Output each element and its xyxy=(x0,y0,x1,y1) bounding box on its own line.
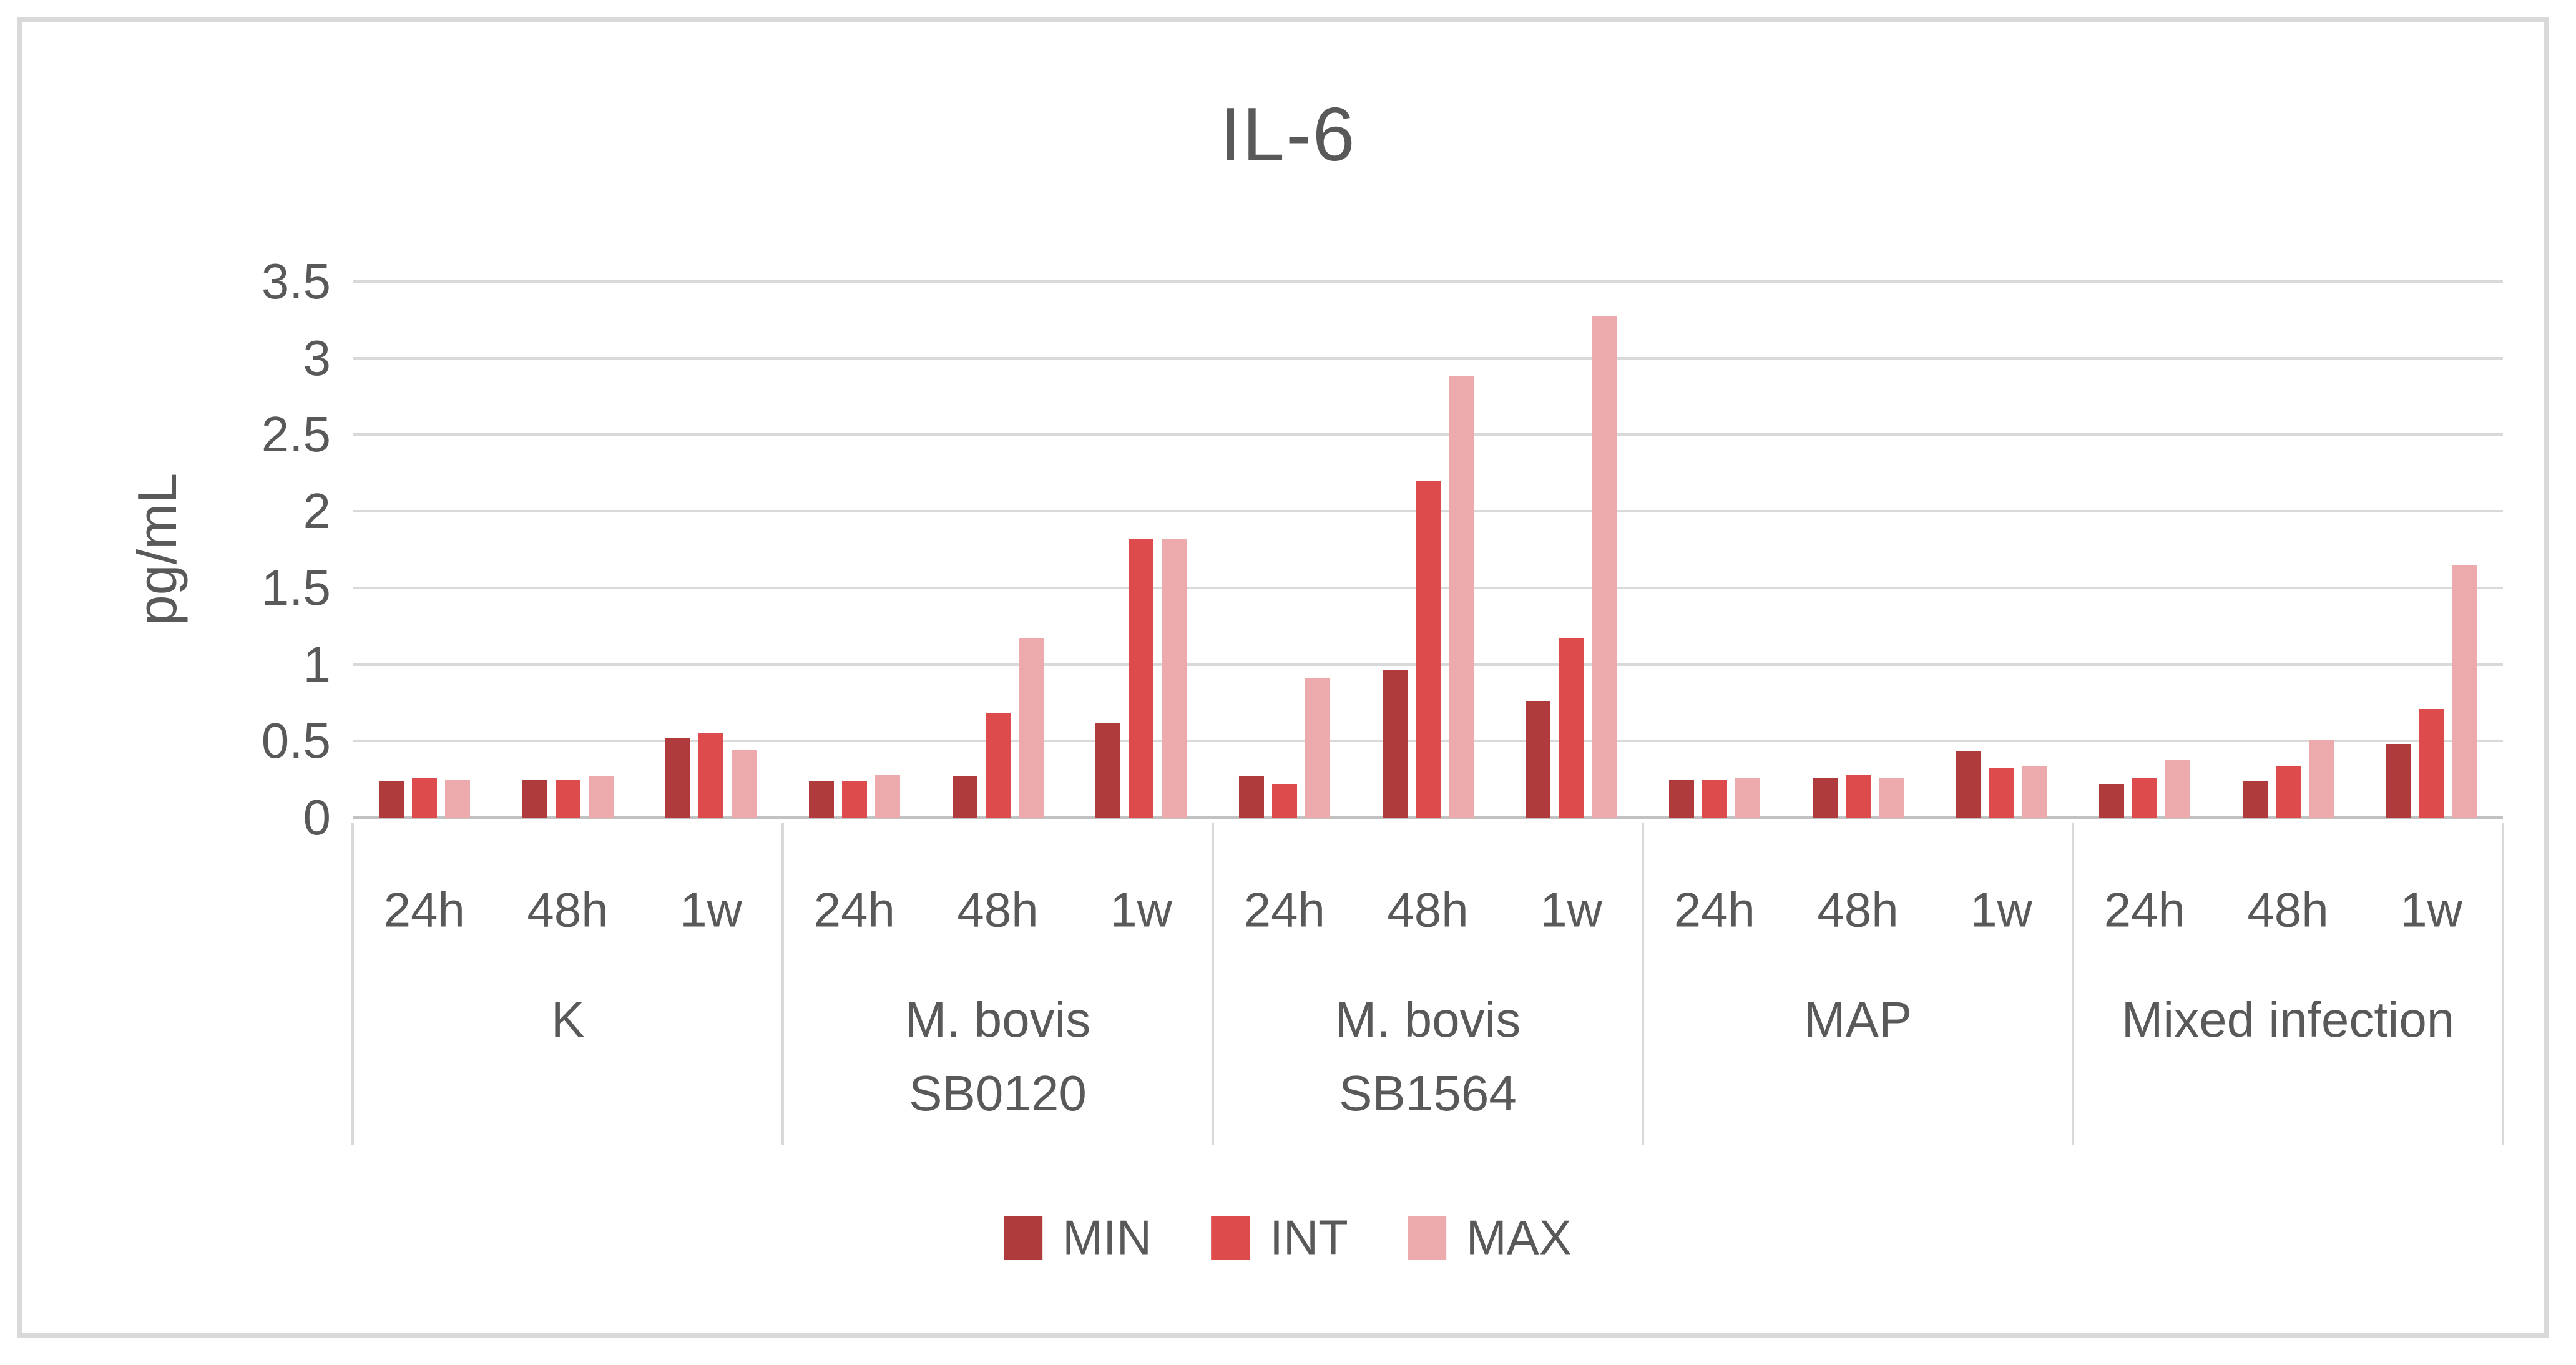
legend-swatch-int xyxy=(1211,1216,1250,1260)
axis-group-divider xyxy=(351,823,354,1145)
category-label: K xyxy=(551,992,585,1047)
x-axis-tick-label: 1w xyxy=(1540,882,1603,937)
bar-max xyxy=(2022,765,2047,818)
y-axis-tick-label: 0.5 xyxy=(261,713,331,769)
bar-int xyxy=(2132,778,2157,818)
x-axis-tick-label: 1w xyxy=(2400,882,2463,937)
bar-min xyxy=(1095,722,1121,818)
bar-int xyxy=(841,781,867,818)
bar-int xyxy=(555,779,580,818)
bar-min xyxy=(378,781,404,818)
legend: MIN INT MAX xyxy=(1004,1210,1572,1266)
bar-min xyxy=(522,779,547,818)
chart-frame xyxy=(17,17,2549,1338)
bar-min xyxy=(1238,776,1264,818)
bar-max xyxy=(1592,316,1617,818)
bar-int xyxy=(698,733,724,818)
category-label: MAP xyxy=(1803,992,1912,1047)
x-axis-tick-label: 24h xyxy=(2103,882,2185,937)
bar-max xyxy=(1162,539,1187,818)
bar-min xyxy=(1956,751,1981,818)
x-axis-tick-label: 1w xyxy=(1110,882,1173,937)
y-axis-tick-label: 0 xyxy=(303,790,331,845)
category-label: SB0120 xyxy=(909,1065,1087,1121)
x-axis-tick-label: 1w xyxy=(680,882,743,937)
bar-int xyxy=(985,713,1011,818)
bar-max xyxy=(732,750,757,818)
bar-min xyxy=(1382,670,1408,818)
axis-group-divider xyxy=(2072,823,2074,1145)
bar-int xyxy=(2275,765,2301,818)
bar-max xyxy=(874,775,900,818)
bar-int xyxy=(1559,638,1584,818)
category-label: Mixed infection xyxy=(2121,992,2455,1047)
bar-max xyxy=(588,776,614,818)
axis-group-divider xyxy=(1212,823,1214,1145)
gridline xyxy=(353,356,2503,360)
bar-min xyxy=(1812,778,1838,818)
bar-max xyxy=(1018,638,1044,818)
bar-min xyxy=(808,781,834,818)
axis-group-divider xyxy=(2502,823,2504,1145)
y-axis-tick-label: 3.5 xyxy=(261,253,331,309)
category-label: M. bovis xyxy=(1335,992,1521,1047)
category-label: M. bovis xyxy=(904,992,1091,1047)
bar-max xyxy=(1878,778,1904,818)
y-axis-tick-label: 1 xyxy=(303,636,331,692)
y-axis-tick-label: 1.5 xyxy=(261,559,331,615)
bar-int xyxy=(1845,775,1871,818)
gridline xyxy=(353,433,2503,436)
bar-max xyxy=(2165,759,2190,818)
category-label: SB1564 xyxy=(1339,1065,1517,1121)
bar-max xyxy=(1305,678,1330,818)
bar-min xyxy=(665,738,691,818)
bar-min xyxy=(2242,781,2268,818)
legend-label-min: MIN xyxy=(1062,1210,1152,1265)
axis-group-divider xyxy=(1642,823,1644,1145)
chart-title: IL-6 xyxy=(1220,92,1356,177)
gridline xyxy=(353,280,2503,283)
y-axis-tick-label: 3 xyxy=(303,330,331,386)
x-axis-tick-label: 24h xyxy=(813,882,895,937)
x-axis-tick-label: 48h xyxy=(527,882,609,937)
x-axis-line xyxy=(353,816,2503,819)
legend-item-max: MAX xyxy=(1407,1210,1572,1266)
x-axis-tick-label: 48h xyxy=(2247,882,2329,937)
bar-max xyxy=(1448,376,1474,818)
bar-min xyxy=(1668,779,1694,818)
legend-item-min: MIN xyxy=(1004,1210,1152,1266)
bar-min xyxy=(2386,744,2411,818)
bar-int xyxy=(1702,779,1727,818)
bar-max xyxy=(1735,778,1760,818)
bar-int xyxy=(1129,539,1154,818)
bar-int xyxy=(411,778,437,818)
x-axis-tick-label: 1w xyxy=(1970,882,2033,937)
x-axis-tick-label: 48h xyxy=(957,882,1039,937)
axis-group-divider xyxy=(781,823,784,1145)
x-axis-tick-label: 24h xyxy=(1243,882,1325,937)
legend-label-max: MAX xyxy=(1466,1210,1572,1265)
legend-label-int: INT xyxy=(1270,1210,1348,1265)
bar-int xyxy=(1989,768,2014,818)
x-axis-tick-label: 24h xyxy=(383,882,465,937)
x-axis-tick-label: 48h xyxy=(1387,882,1469,937)
bar-int xyxy=(2419,708,2444,818)
y-axis-tick-label: 2.5 xyxy=(261,406,331,462)
legend-item-int: INT xyxy=(1211,1210,1348,1266)
bar-max xyxy=(444,779,470,818)
bar-max xyxy=(2452,565,2477,818)
bar-int xyxy=(1271,784,1297,818)
bar-min xyxy=(1526,701,1551,818)
bar-min xyxy=(952,776,977,818)
bar-int xyxy=(1415,481,1441,818)
x-axis-tick-label: 24h xyxy=(1673,882,1755,937)
legend-swatch-max xyxy=(1407,1216,1446,1260)
bar-min xyxy=(2099,784,2124,818)
x-axis-tick-label: 48h xyxy=(1817,882,1899,937)
y-axis-tick-label: 2 xyxy=(303,483,331,539)
bar-max xyxy=(2308,739,2334,818)
legend-swatch-min xyxy=(1004,1216,1043,1260)
